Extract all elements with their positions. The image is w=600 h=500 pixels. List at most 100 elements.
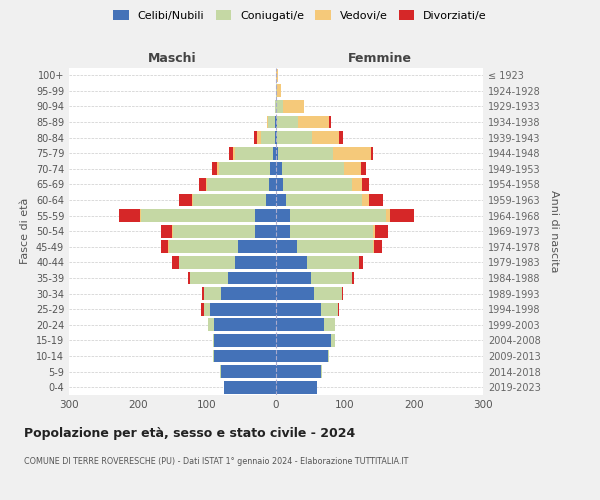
Bar <box>311 272 352 284</box>
Bar <box>344 162 361 175</box>
Bar <box>221 287 276 300</box>
Bar <box>275 100 276 113</box>
Bar <box>214 350 276 362</box>
Bar <box>328 350 329 362</box>
Bar <box>276 194 286 206</box>
Bar <box>179 256 235 269</box>
Bar <box>390 210 414 222</box>
Bar <box>286 194 362 206</box>
Bar <box>276 318 325 331</box>
Bar <box>228 272 276 284</box>
Bar <box>373 240 374 253</box>
Bar <box>272 147 276 160</box>
Bar <box>290 210 386 222</box>
Bar <box>352 178 362 191</box>
Bar <box>276 225 290 237</box>
Text: Popolazione per età, sesso e stato civile - 2024: Popolazione per età, sesso e stato civil… <box>24 428 355 440</box>
Bar <box>212 350 214 362</box>
Bar <box>275 116 276 128</box>
Bar <box>321 365 322 378</box>
Bar <box>371 147 373 160</box>
Bar <box>267 116 268 128</box>
Bar <box>341 287 343 300</box>
Bar <box>256 225 276 237</box>
Bar <box>276 178 283 191</box>
Bar <box>340 132 343 144</box>
Bar <box>219 162 271 175</box>
Bar <box>269 178 276 191</box>
Bar <box>276 334 331 347</box>
Bar <box>362 178 369 191</box>
Bar <box>161 225 172 237</box>
Bar <box>276 116 277 128</box>
Bar <box>211 303 276 316</box>
Bar <box>217 162 219 175</box>
Legend: Celibi/Nubili, Coniugati/e, Vedovi/e, Divorziati/e: Celibi/Nubili, Coniugati/e, Vedovi/e, Di… <box>109 6 491 25</box>
Bar <box>338 303 340 316</box>
Bar <box>386 210 390 222</box>
Bar <box>140 210 142 222</box>
Bar <box>224 381 276 394</box>
Bar <box>276 132 277 144</box>
Bar <box>276 84 277 98</box>
Bar <box>307 256 359 269</box>
Bar <box>314 287 341 300</box>
Bar <box>277 84 281 98</box>
Bar <box>276 256 307 269</box>
Bar <box>235 256 276 269</box>
Bar <box>283 178 352 191</box>
Bar <box>179 194 192 206</box>
Bar <box>172 225 173 237</box>
Bar <box>169 240 238 253</box>
Bar <box>261 132 275 144</box>
Y-axis label: Anni di nascita: Anni di nascita <box>549 190 559 272</box>
Bar <box>192 194 193 206</box>
Bar <box>359 256 363 269</box>
Bar <box>238 240 276 253</box>
Bar <box>373 225 374 237</box>
Bar <box>193 194 266 206</box>
Bar <box>214 318 276 331</box>
Bar <box>352 272 354 284</box>
Bar <box>283 100 304 113</box>
Bar <box>256 210 276 222</box>
Bar <box>257 132 261 144</box>
Bar <box>281 162 344 175</box>
Bar <box>276 303 321 316</box>
Bar <box>362 194 369 206</box>
Bar <box>235 147 272 160</box>
Bar <box>229 147 233 160</box>
Bar <box>271 162 276 175</box>
Bar <box>254 132 257 144</box>
Bar <box>276 162 281 175</box>
Bar <box>233 147 235 160</box>
Bar <box>276 381 317 394</box>
Bar <box>275 132 276 144</box>
Bar <box>290 225 373 237</box>
Bar <box>369 194 383 206</box>
Text: COMUNE DI TERRE ROVERESCHE (PU) - Dati ISTAT 1° gennaio 2024 - Elaborazione TUTT: COMUNE DI TERRE ROVERESCHE (PU) - Dati I… <box>24 458 409 466</box>
Bar <box>199 178 206 191</box>
Bar <box>374 240 382 253</box>
Bar <box>277 132 312 144</box>
Bar <box>212 162 217 175</box>
Bar <box>296 240 373 253</box>
Bar <box>221 365 276 378</box>
Bar <box>329 116 331 128</box>
Bar <box>214 334 276 347</box>
Bar <box>220 365 221 378</box>
Bar <box>325 318 335 331</box>
Bar <box>276 210 290 222</box>
Bar <box>321 303 338 316</box>
Bar <box>142 210 256 222</box>
Y-axis label: Fasce di età: Fasce di età <box>20 198 30 264</box>
Text: Maschi: Maschi <box>148 52 197 65</box>
Bar <box>276 272 311 284</box>
Bar <box>202 303 203 316</box>
Bar <box>173 225 256 237</box>
Bar <box>276 350 328 362</box>
Text: Femmine: Femmine <box>347 52 412 65</box>
Bar <box>276 365 321 378</box>
Bar <box>203 303 211 316</box>
Bar <box>207 178 269 191</box>
